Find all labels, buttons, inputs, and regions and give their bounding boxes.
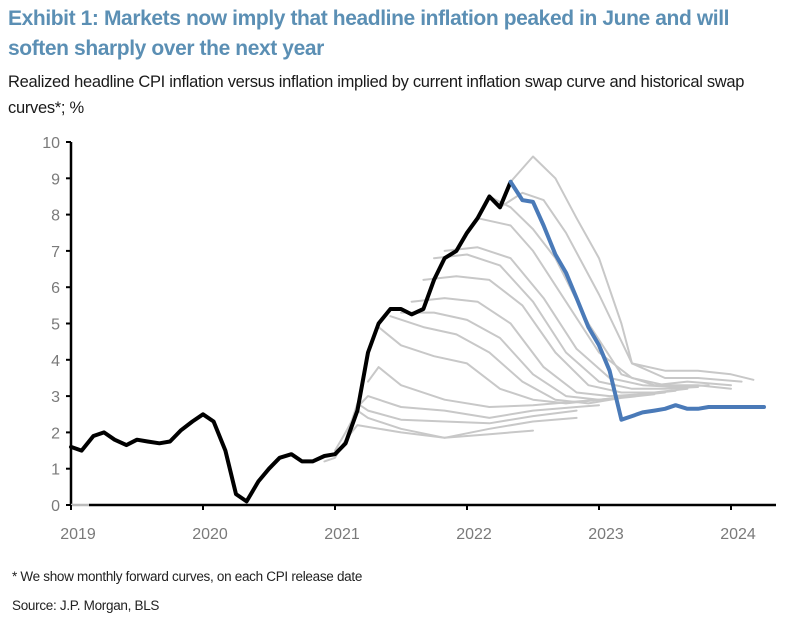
series-line-historical-14 <box>476 217 732 390</box>
series-line-historical-17 <box>509 155 755 381</box>
y-tick-label-0: 0 <box>51 498 60 515</box>
series-line-historical-13 <box>443 246 710 388</box>
y-tick-label-7: 7 <box>51 244 60 261</box>
y-tick-label-10: 10 <box>42 135 60 152</box>
source-note: Source: J.P. Morgan, BLS <box>12 598 160 613</box>
series-line-realized-0 <box>69 179 513 504</box>
series-line-historical-7 <box>377 326 633 405</box>
series-line-historical-9 <box>400 311 666 401</box>
y-tick-label-6: 6 <box>51 280 60 297</box>
footnote: * We show monthly forward curves, on eac… <box>12 569 363 584</box>
historical-curves-layer <box>323 155 755 463</box>
series-line-historical-8 <box>389 315 656 405</box>
x-tick-label-2023: 2023 <box>588 526 624 543</box>
series-line-historical-10 <box>410 297 677 398</box>
y-tick-label-3: 3 <box>51 389 60 406</box>
axes-layer: 0 1 2 3 4 5 6 7 8 9 10 2019 2020 2021 2022 2023 2024 <box>42 135 776 543</box>
series-line-historical-5 <box>356 395 600 419</box>
y-tick-label-5: 5 <box>51 317 60 334</box>
series-line-historical-12 <box>433 253 699 390</box>
y-tick-label-1: 1 <box>51 462 60 479</box>
x-tick-label-2020: 2020 <box>192 526 228 543</box>
series-line-historical-11 <box>422 275 689 394</box>
x-tick-label-2019: 2019 <box>60 526 96 543</box>
series-line-historical-16 <box>499 191 743 383</box>
y-tick-label-8: 8 <box>51 208 60 225</box>
y-tick-label-2: 2 <box>51 425 60 442</box>
series-line-historical-2 <box>323 424 534 463</box>
x-tick-label-2024: 2024 <box>720 526 756 543</box>
main-series-layer <box>69 179 766 504</box>
chart-title: Exhibit 1: Markets now imply that headli… <box>8 7 730 60</box>
chart-subtitle: Realized headline CPI inflation versus i… <box>8 73 745 117</box>
y-tick-label-4: 4 <box>51 353 60 370</box>
series-line-historical-3 <box>334 409 578 452</box>
y-tick-label-9: 9 <box>51 171 60 188</box>
series-line-current-1 <box>508 179 766 422</box>
x-tick-label-2022: 2022 <box>456 526 492 543</box>
x-tick-label-2021: 2021 <box>324 526 360 543</box>
